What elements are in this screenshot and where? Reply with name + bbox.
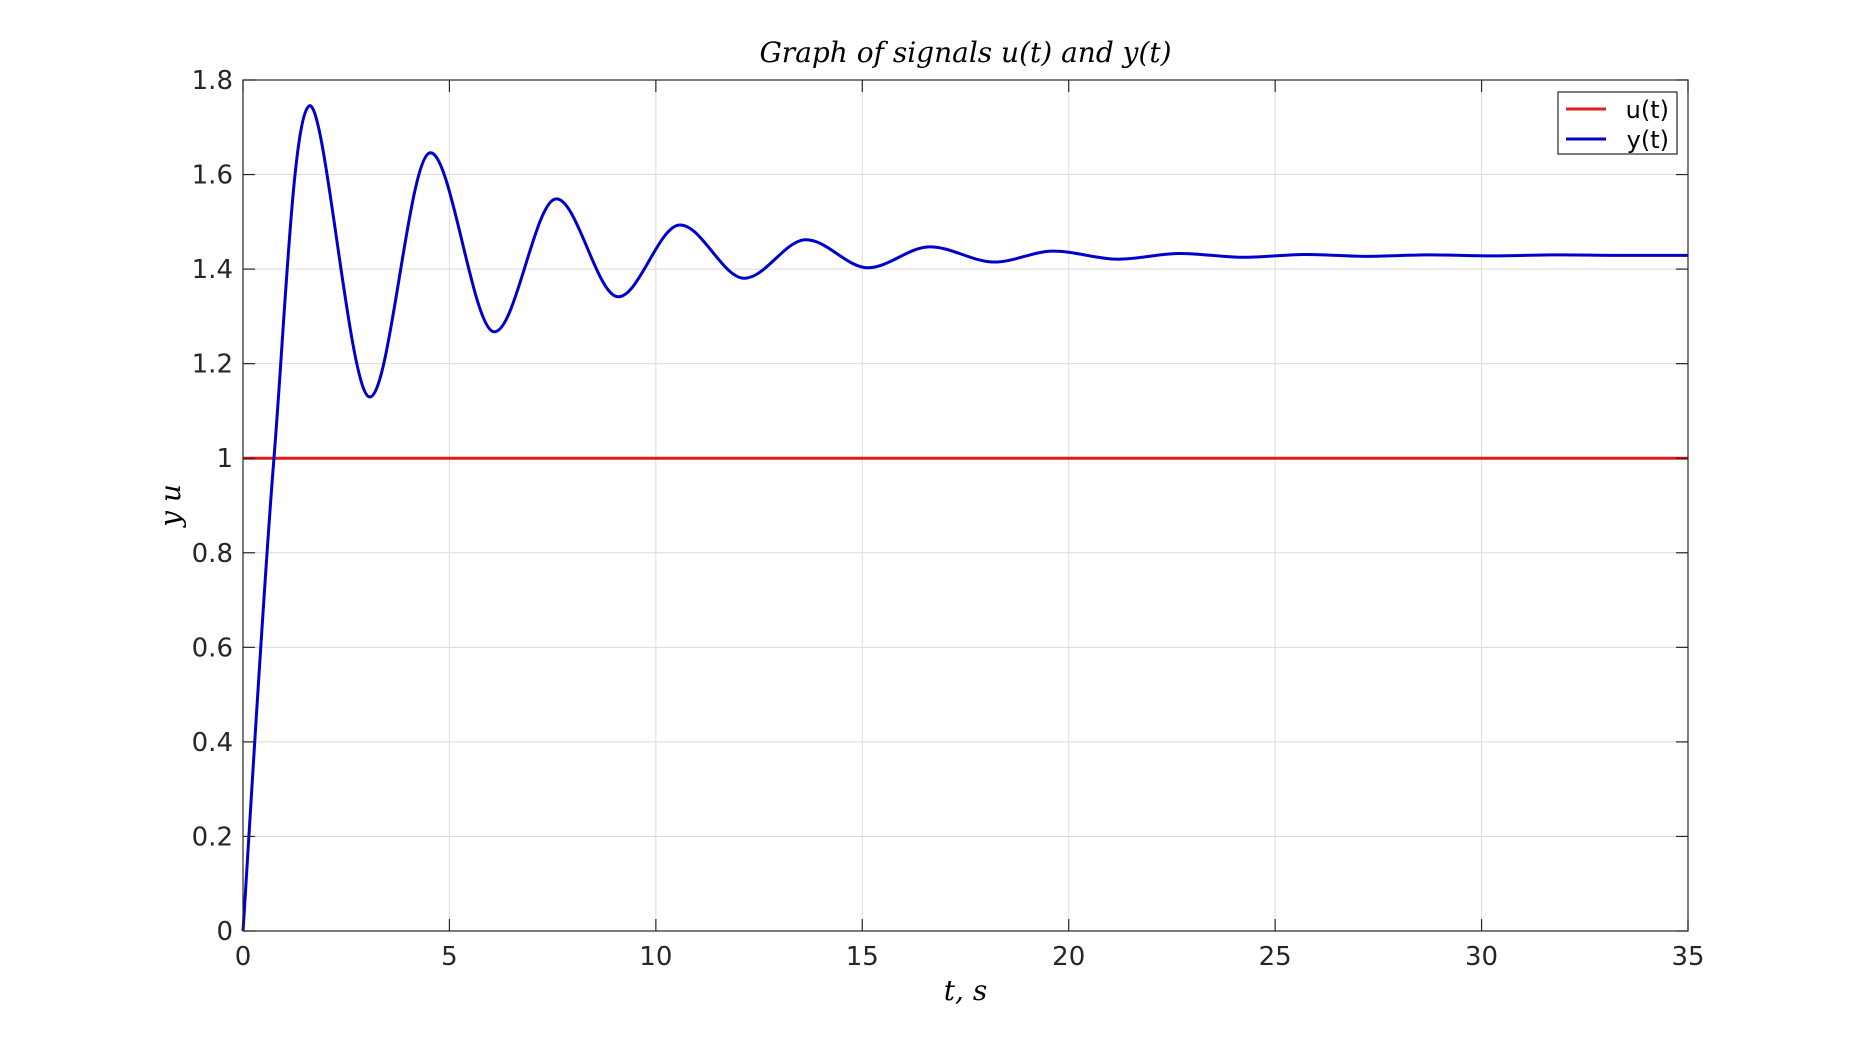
y-tick-label: 0.8 xyxy=(192,539,233,569)
y-tick-label: 0.4 xyxy=(192,728,233,758)
legend-label: u(t) xyxy=(1626,96,1669,124)
x-tick-label: 10 xyxy=(639,942,672,972)
series-layer xyxy=(241,104,1689,932)
legend: u(t)y(t) xyxy=(1557,91,1678,155)
x-tick-label: 30 xyxy=(1465,942,1498,972)
axes-frame xyxy=(242,79,1689,932)
legend-box xyxy=(1557,91,1678,155)
y-tick-label: 1.2 xyxy=(192,350,233,380)
plot-area xyxy=(243,80,1688,931)
y-tick-label: 1.4 xyxy=(192,255,233,285)
y-tick-label: 0.6 xyxy=(192,633,233,663)
x-tick-label: 15 xyxy=(846,942,879,972)
legend-label: y(t) xyxy=(1627,126,1669,154)
x-tick-label: 25 xyxy=(1259,942,1292,972)
chart-title: Graph of signals u(t) and y(t) xyxy=(759,36,1171,69)
y-tick-label: 0 xyxy=(216,917,233,947)
y-tick-label: 1.6 xyxy=(192,161,233,191)
x-tick-label: 35 xyxy=(1671,942,1704,972)
y-tick-label: 1.8 xyxy=(192,66,233,96)
series-line-y xyxy=(241,104,1689,932)
x-tick-label: 20 xyxy=(1052,942,1085,972)
ticks: 0 5 10 15 20 25 30 35 0 0.2 0.4 0.6 0.8 1 1.2 1.4 1.6 1.8 xyxy=(192,66,1705,972)
y-axis-label: y u xyxy=(154,484,187,529)
y-tick-label: 0.2 xyxy=(192,822,233,852)
x-axis-label: t, s xyxy=(944,974,987,1007)
x-tick-label: 5 xyxy=(441,942,458,972)
x-tick-label: 0 xyxy=(235,942,252,972)
y-tick-label: 1 xyxy=(216,444,233,474)
